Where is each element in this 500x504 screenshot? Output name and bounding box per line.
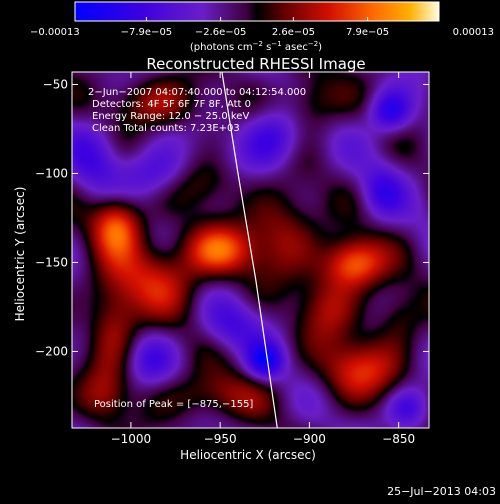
x-axis-ticks: −1000 −950 −900 −850: [111, 72, 415, 446]
plot-frame: [71, 71, 430, 429]
colorbar: −0.00013 −7.9e−05 −2.6e−05 2.6e−05 7.9e−05 0.…: [30, 1, 494, 53]
peak-position-label: Position of Peak = [−875,−155]: [94, 399, 253, 410]
x-tick-label: −900: [293, 432, 326, 446]
colorbar-tick-label: 0.00013: [453, 27, 494, 38]
footer-timestamp: 25−Jul−2013 04:03: [387, 485, 496, 498]
colorbar-ticks: −0.00013 −7.9e−05 −2.6e−05 2.6e−05 7.9e−05 0.…: [30, 17, 494, 38]
annotation-time-range: 2−Jun−2007 04:07:40.000 to 04:12:54.000: [88, 87, 306, 98]
colorbar-tick-label: 2.6e−05: [272, 27, 315, 38]
colorbar-tick-label: 7.9e−05: [346, 27, 389, 38]
colorbar-tick-label: −2.6e−05: [195, 27, 247, 38]
y-tick-label: −100: [35, 166, 68, 180]
colorbar-tick-label: −7.9e−05: [121, 27, 173, 38]
annotation-energy-range: Energy Range: 12.0 − 25.0 keV: [92, 111, 249, 122]
colorbar-tick-label: −0.00013: [30, 27, 80, 38]
y-axis-label: Heliocentric Y (arcsec): [13, 187, 27, 322]
x-tick-label: −950: [204, 432, 237, 446]
annotation-block: 2−Jun−2007 04:07:40.000 to 04:12:54.000 …: [88, 87, 306, 134]
y-tick-label: −150: [35, 255, 68, 269]
y-tick-label: −200: [35, 344, 68, 358]
y-tick-label: −50: [43, 77, 68, 91]
x-tick-label: −1000: [111, 432, 152, 446]
colorbar-units: (photons cm−2 s−1 asec−2): [190, 40, 322, 53]
y-axis-ticks: −200 −150 −100 −50: [35, 77, 429, 358]
heatmap-area: [72, 72, 429, 428]
chart-title: Reconstructed RHESSI Image: [146, 55, 365, 73]
colorbar-gradient: [74, 1, 440, 22]
x-tick-label: −850: [382, 432, 415, 446]
annotation-total-counts: Clean Total counts: 7.23E+03: [92, 123, 240, 134]
solar-limb-line: [221, 72, 278, 428]
x-axis-label: Heliocentric X (arcsec): [180, 448, 316, 462]
annotation-detectors: Detectors: 4F 5F 6F 7F 8F, Att 0: [92, 99, 251, 110]
